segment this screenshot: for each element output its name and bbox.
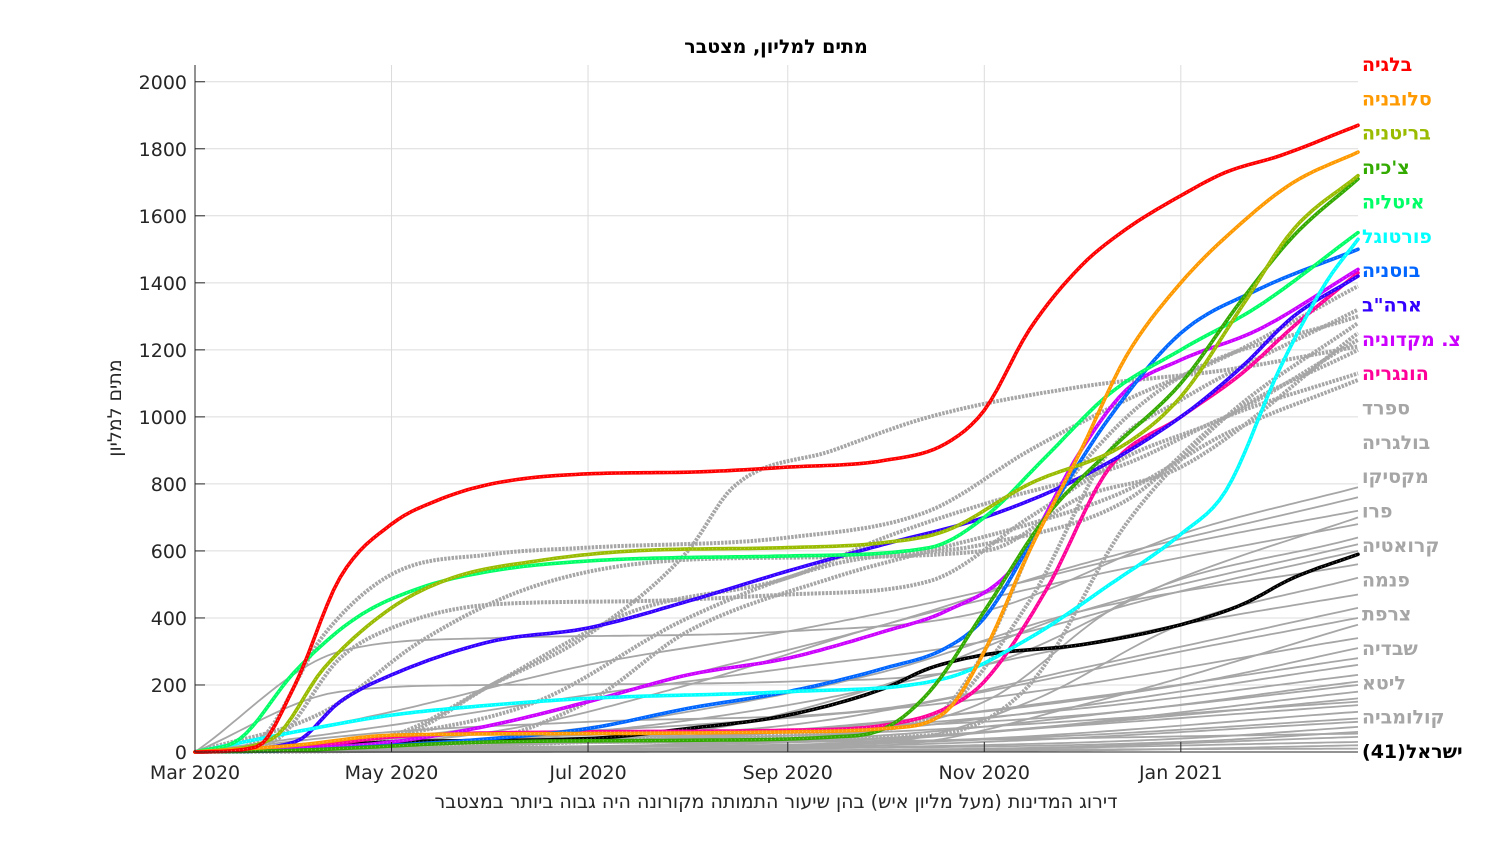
y-tick-label: 1600	[139, 206, 187, 228]
gray-series-group	[194, 284, 1360, 754]
legend-label: מקסיקו	[1362, 466, 1429, 488]
series-line-markers	[194, 248, 1359, 753]
legend-label: בולגריה	[1362, 432, 1430, 454]
series-line	[193, 267, 1360, 754]
x-tick-label: Jul 2020	[548, 762, 626, 784]
y-axis-title: מתים למליון	[104, 359, 126, 456]
chart-title: מתים למליון, מצטבר	[684, 36, 867, 58]
legend-label: צרפת	[1362, 604, 1411, 626]
legend-label: איטליה	[1362, 191, 1424, 213]
series-line-markers	[194, 238, 1359, 753]
series-line	[193, 173, 1360, 754]
legend-label: הונגריה	[1362, 363, 1429, 385]
legend-label: צ. מקדוניה	[1362, 329, 1461, 351]
y-tick-label: 2000	[139, 72, 187, 94]
legend-label: קרואטיה	[1362, 535, 1439, 557]
grid-lines	[194, 65, 1358, 753]
y-tick-label: 1400	[139, 273, 187, 295]
legend-label: בוסניה	[1362, 260, 1420, 282]
y-tick-label: 1800	[139, 139, 187, 161]
y-tick-label: 1000	[139, 407, 187, 429]
x-tick-label: Jan 2021	[1138, 762, 1223, 784]
legend-label: בריטניה	[1362, 123, 1431, 145]
gray-series-line	[194, 284, 1359, 754]
series-line	[193, 274, 1360, 754]
y-tick-label: 400	[151, 608, 187, 630]
gray-series-line	[194, 307, 1359, 754]
highlighted-series-group	[193, 123, 1360, 754]
x-tick-label: Sep 2020	[743, 762, 833, 784]
series-line	[193, 177, 1360, 754]
legend-label: ליטא	[1362, 672, 1406, 694]
legend-label: קולומביה	[1362, 707, 1445, 729]
x-tick-label: May 2020	[345, 762, 439, 784]
x-axis-title: דירוג המדינות (מעל מליון איש) בהן שיעור …	[435, 791, 1118, 813]
legend-label: פורטוגל	[1362, 226, 1432, 248]
legend-label: ארה"ב	[1362, 294, 1422, 316]
legend-labels: בלגיה סלובניה בריטניה צ'כיה איטליה פורטוגל בוס…	[1362, 54, 1463, 763]
legend-label: סלובניה	[1362, 88, 1432, 110]
gray-series-line	[194, 486, 1359, 753]
legend-label: שבדיה	[1362, 638, 1418, 660]
gray-series-line	[194, 344, 1359, 754]
series-line-markers	[194, 124, 1359, 753]
legend-label: ספרד	[1362, 398, 1410, 420]
y-tick-label: 1200	[139, 340, 187, 362]
axes: 0 200 400 600 800 1000 1200 1400 1600 1800 2000 Mar…	[139, 65, 1358, 784]
legend-label: בלגיה	[1362, 54, 1412, 76]
y-tick-label: 200	[151, 675, 187, 697]
y-tick-label: 600	[151, 541, 187, 563]
x-tick-label: Nov 2020	[939, 762, 1030, 784]
series-line-markers	[194, 178, 1359, 753]
series-line-markers	[194, 268, 1359, 753]
legend-label: ישראל(41)	[1362, 741, 1463, 763]
legend-label: פרו	[1362, 501, 1392, 523]
series-line	[193, 237, 1360, 754]
series-line-markers	[194, 232, 1359, 753]
y-tick-label: 800	[151, 474, 187, 496]
gray-series-line	[194, 338, 1360, 754]
series-line	[193, 230, 1360, 754]
legend-label: צ'כיה	[1362, 157, 1410, 179]
legend-label: פנמה	[1362, 569, 1410, 591]
y-tick-label: 0	[175, 742, 187, 764]
gray-series-line	[194, 348, 1359, 754]
gray-series-line	[194, 371, 1359, 754]
series-line	[193, 123, 1360, 754]
x-tick-label: Mar 2020	[150, 762, 240, 784]
series-line	[193, 150, 1360, 754]
